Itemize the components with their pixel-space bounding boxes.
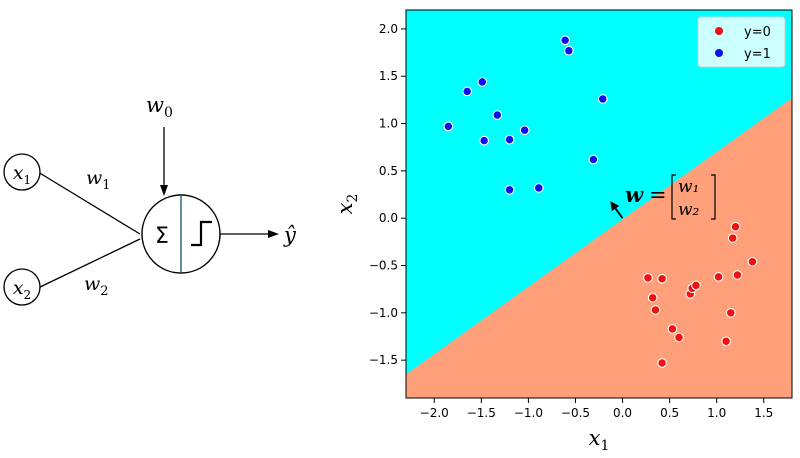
data-point-y0: [667, 324, 678, 334]
weight-vector-arrowhead: [610, 201, 620, 212]
data-point-y1: [564, 45, 574, 56]
data-point-y0: [721, 336, 731, 347]
edge-x2-to-neuron: [37, 238, 141, 289]
data-point-y0: [691, 280, 701, 291]
y-tick-label: 2.0: [379, 22, 398, 36]
y-tick-label: −1.0: [369, 306, 398, 320]
data-point-y1: [443, 121, 454, 132]
output-label: ŷ: [283, 223, 297, 247]
sum-symbol: Σ: [155, 224, 169, 249]
matrix-entry-w1: w₁: [678, 177, 699, 197]
data-point-y1: [462, 86, 473, 97]
input-node-x2: [3, 268, 41, 306]
y-tick-label: 0.5: [379, 164, 398, 178]
legend-marker-y0: [715, 27, 723, 35]
step-function-icon: [191, 220, 212, 247]
data-point-y1: [588, 154, 599, 165]
weight-1-label: w1: [86, 167, 111, 193]
y-tick-label: −1.5: [369, 353, 398, 367]
plot-area: −2.0 −1.5 −1.0 −0.5 0.0 0.5 1.0 1.5 −1.5 −1.0 −0.5…: [369, 9, 793, 420]
data-point-y1: [533, 183, 544, 193]
legend-label-y0: y=0: [744, 25, 771, 40]
data-point-y1: [560, 35, 570, 46]
data-point-y1: [479, 135, 489, 146]
data-point-y0: [657, 273, 667, 284]
data-point-y0: [747, 256, 758, 267]
data-point-y0: [650, 305, 661, 315]
right-bracket: [711, 174, 716, 220]
legend-box: [697, 16, 786, 68]
data-point-y0: [647, 292, 658, 303]
data-point-y1: [492, 110, 503, 120]
data-point-y0: [713, 272, 724, 282]
x-tick-label: 0.5: [660, 406, 679, 420]
x-tick-label: −1.0: [514, 406, 543, 420]
input-x2-label: x2: [13, 277, 31, 302]
data-point-y1: [504, 184, 515, 195]
edge-x1-to-neuron: [37, 171, 141, 235]
x-tick-label: −2.0: [420, 406, 449, 420]
output-arrowhead: [268, 230, 279, 238]
y-tick-label: 0.0: [379, 211, 398, 225]
legend-marker-y1: [715, 49, 723, 57]
data-point-y1: [519, 125, 530, 136]
weight-2-label: w2: [84, 273, 109, 299]
y-tick-label: 1.5: [379, 69, 398, 83]
data-point-y0: [730, 221, 741, 232]
input-node-x1: [3, 153, 41, 191]
data-point-y0: [725, 307, 736, 318]
y-tick-label: 1.0: [379, 117, 398, 131]
x-tick-label: 1.0: [707, 406, 726, 420]
data-point-y1: [597, 94, 608, 104]
legend-label-y1: y=1: [744, 47, 771, 62]
equals-sign: =: [649, 183, 667, 207]
legend: y=0 y=1: [697, 16, 786, 68]
y-tick-label: −0.5: [369, 259, 398, 273]
plot-frame: [405, 9, 793, 399]
bias-weight-label: w0: [146, 93, 173, 121]
y-axis-label: x2: [333, 194, 361, 215]
weight-vector-symbol: w: [625, 182, 644, 207]
data-point-y1: [504, 134, 515, 145]
x-tick-label: 0.0: [613, 406, 632, 420]
perceptron-diagram: x1 x2 w0 w1 w2 Σ ŷ: [3, 93, 297, 306]
weight-vector-shaft: [614, 207, 624, 219]
data-point-y1: [477, 77, 488, 87]
bias-arrowhead: [160, 185, 168, 196]
data-point-y0: [674, 332, 684, 343]
x-tick-label: −1.5: [467, 406, 496, 420]
input-x1-label: x1: [13, 162, 31, 187]
x-axis-label: x1: [589, 426, 610, 454]
data-point-y0: [732, 270, 743, 280]
data-point-y0: [657, 358, 667, 368]
x-tick-label: −0.5: [561, 406, 590, 420]
x-tick-label: 1.5: [754, 406, 773, 420]
matrix-entry-w2: w₂: [678, 200, 700, 220]
data-point-y0: [643, 272, 653, 283]
data-point-y0: [727, 233, 738, 243]
region-class-1: [406, 10, 792, 375]
weight-vector-label: w = w₁ w₂: [625, 174, 716, 220]
left-bracket: [671, 174, 676, 220]
